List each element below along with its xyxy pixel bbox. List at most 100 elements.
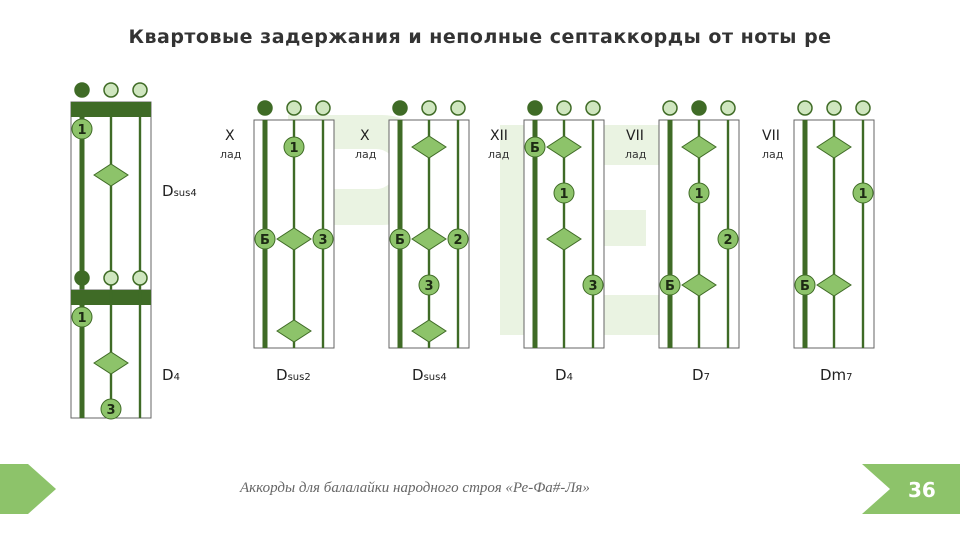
open-string-dot — [691, 100, 707, 116]
string-line — [138, 290, 142, 418]
string-line — [79, 102, 85, 330]
fret-label: X — [225, 128, 235, 144]
finger-label: 1 — [77, 123, 86, 138]
string-line — [697, 120, 701, 348]
finger-label: Б — [395, 233, 405, 248]
open-string-dot — [662, 100, 678, 116]
finger-label: Б — [800, 279, 810, 294]
chord-name: Dm7 — [820, 366, 853, 384]
finger-circle-marker — [312, 228, 334, 250]
finger-circle-marker — [717, 228, 739, 250]
chord-name: Dsus2 — [276, 366, 311, 384]
chord-svg: 1 2 Б — [658, 100, 740, 349]
finger-label: 1 — [289, 141, 298, 156]
chord-name: Dsus4 — [412, 366, 447, 384]
open-string-dot — [103, 270, 119, 286]
open-string-dot — [797, 100, 813, 116]
footer-arrow-left — [0, 464, 56, 514]
finger-circle-marker — [524, 136, 546, 158]
chord-name: Dsus4 — [162, 182, 197, 200]
fret-label: VII — [762, 128, 780, 144]
finger-label: Б — [530, 141, 540, 156]
finger-circle-marker — [553, 182, 575, 204]
finger-circle-marker — [389, 228, 411, 250]
note-diamond-marker — [93, 351, 129, 375]
finger-circle-marker — [659, 274, 681, 296]
lad-label: лад — [625, 148, 647, 161]
chord-diagram-d7: 1 2 Б — [658, 98, 740, 383]
finger-label: 3 — [106, 403, 115, 418]
finger-circle-marker — [794, 274, 816, 296]
string-line — [532, 120, 538, 348]
finger-label: Б — [260, 233, 270, 248]
finger-label: 1 — [559, 187, 568, 202]
open-string-dot — [527, 100, 543, 116]
finger-label: 2 — [453, 233, 462, 248]
string-line — [832, 120, 836, 348]
open-string-dot — [392, 100, 408, 116]
finger-label: 1 — [77, 311, 86, 326]
finger-circle-marker — [71, 118, 93, 140]
open-string-dot — [855, 100, 871, 116]
page-number: 36 — [908, 478, 936, 502]
note-diamond-marker — [276, 319, 312, 343]
chord-name: D4 — [162, 366, 180, 384]
note-diamond-marker — [411, 319, 447, 343]
note-diamond-marker — [546, 227, 582, 251]
note-diamond-marker — [816, 273, 852, 297]
finger-label: 1 — [858, 187, 867, 202]
string-line — [861, 120, 865, 348]
lad-label: лад — [355, 148, 377, 161]
finger-circle-marker — [447, 228, 469, 250]
lad-label: лад — [762, 148, 784, 161]
finger-circle-marker — [852, 182, 874, 204]
open-string-dot — [556, 100, 572, 116]
string-line — [802, 120, 808, 348]
fret-label: VII — [626, 128, 644, 144]
string-line — [138, 102, 142, 330]
finger-label: 3 — [588, 279, 597, 294]
open-string-dot — [720, 100, 736, 116]
note-diamond-marker — [411, 135, 447, 159]
chord-diagram-dsus4-x: Б 2 3 — [388, 98, 470, 383]
string-line — [591, 120, 595, 348]
note-diamond-marker — [546, 135, 582, 159]
fret-label: X — [360, 128, 370, 144]
note-diamond-marker — [681, 135, 717, 159]
open-string-dot — [286, 100, 302, 116]
finger-circle-marker — [283, 136, 305, 158]
open-string-dot — [585, 100, 601, 116]
chord-svg: 13 — [70, 270, 152, 420]
chord-svg: 1 Б 3 — [253, 100, 335, 349]
note-diamond-marker — [681, 273, 717, 297]
page-title: Квартовые задержания и неполные септакко… — [128, 26, 832, 48]
open-string-dot — [421, 100, 437, 116]
finger-circle-marker — [418, 274, 440, 296]
finger-label: 3 — [318, 233, 327, 248]
fret-label: XII — [490, 128, 508, 144]
chord-name: D7 — [692, 366, 710, 384]
open-string-dot — [257, 100, 273, 116]
string-line — [79, 290, 85, 418]
page-number-badge — [862, 464, 960, 514]
open-string-dot — [103, 82, 119, 98]
finger-circle-marker — [582, 274, 604, 296]
open-string-dot — [74, 270, 90, 286]
chord-name: D4 — [555, 366, 573, 384]
finger-circle-marker — [100, 398, 122, 420]
finger-circle-marker — [254, 228, 276, 250]
open-string-dot — [74, 82, 90, 98]
chord-diagram-dsus2: 1 Б 3 — [253, 98, 335, 383]
open-string-dot — [450, 100, 466, 116]
finger-label: 2 — [723, 233, 732, 248]
finger-circle-marker — [71, 306, 93, 328]
finger-label: 3 — [424, 279, 433, 294]
chord-svg: Б 2 3 — [388, 100, 470, 349]
lad-label: лад — [220, 148, 242, 161]
footer-caption: Аккорды для балалайки народного строя «Р… — [240, 480, 590, 496]
note-diamond-marker — [93, 163, 129, 187]
open-string-dot — [132, 270, 148, 286]
string-line — [109, 102, 113, 330]
